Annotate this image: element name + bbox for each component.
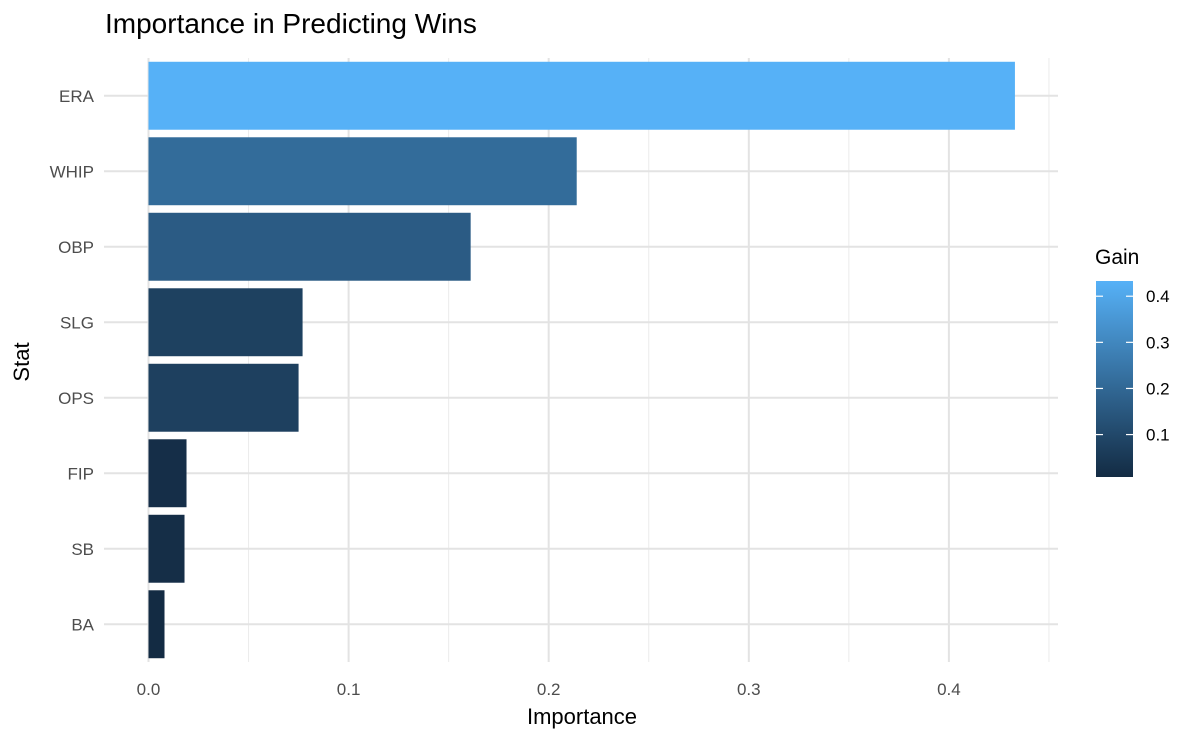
- y-tick-label: OPS: [58, 389, 94, 408]
- y-tick-label: ERA: [59, 87, 95, 106]
- legend-tick-label: 0.3: [1146, 333, 1170, 352]
- x-tick-label: 0.1: [337, 680, 361, 699]
- bar-ops: [148, 363, 299, 432]
- y-tick-label: SLG: [60, 313, 94, 332]
- bars: [148, 61, 1015, 659]
- legend-tick-label: 0.1: [1146, 426, 1170, 445]
- bar-sb: [148, 514, 185, 583]
- bar-era: [148, 61, 1015, 130]
- legend-tick-label: 0.2: [1146, 379, 1170, 398]
- y-axis-title: Stat: [9, 342, 34, 381]
- bar-fip: [148, 439, 187, 508]
- y-tick-label: FIP: [68, 464, 94, 483]
- legend-title: Gain: [1095, 246, 1139, 269]
- legend: Gain 0.1 0.2 0.3 0.4: [1095, 246, 1170, 477]
- bar-whip: [148, 137, 577, 206]
- x-tick-label: 0.2: [537, 680, 561, 699]
- bar-ba: [148, 590, 165, 659]
- y-tick-label: SB: [71, 540, 94, 559]
- x-tick-label: 0.0: [137, 680, 161, 699]
- bar-slg: [148, 288, 303, 357]
- y-axis-ticks: ERA WHIP OBP SLG OPS FIP SB BA: [50, 87, 95, 635]
- y-tick-label: WHIP: [50, 162, 94, 181]
- x-tick-label: 0.3: [737, 680, 761, 699]
- legend-ticks: 0.1 0.2 0.3 0.4: [1096, 287, 1170, 445]
- legend-colorbar: [1096, 281, 1133, 477]
- x-tick-label: 0.4: [937, 680, 961, 699]
- y-tick-label: OBP: [58, 238, 94, 257]
- legend-tick-label: 0.4: [1146, 287, 1170, 306]
- bar-obp: [148, 212, 471, 281]
- x-axis-title: Importance: [527, 704, 637, 729]
- chart-title: Importance in Predicting Wins: [105, 8, 477, 39]
- x-axis-ticks: 0.0 0.1 0.2 0.3 0.4: [137, 680, 961, 699]
- y-tick-label: BA: [71, 615, 94, 634]
